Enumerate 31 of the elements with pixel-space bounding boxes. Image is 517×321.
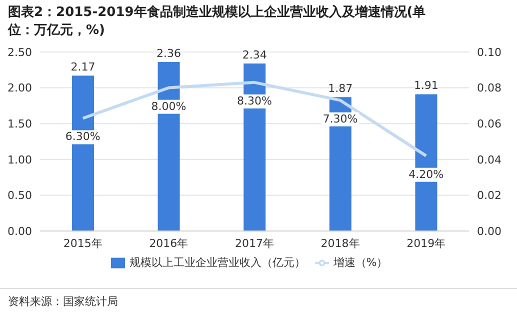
y-tick-label: 0.00 — [8, 224, 32, 238]
y2-tick-label: 0.02 — [477, 189, 502, 202]
y-tick-label: 1.00 — [8, 153, 32, 166]
legend-label: 规模以上工业企业营业收入（亿元） — [129, 256, 306, 269]
y-tick-label: 0.50 — [8, 189, 32, 202]
data-label: 7.30% — [322, 112, 358, 126]
y2-tick-label: 0.06 — [477, 118, 502, 131]
legend-label: 增速（%） — [333, 256, 388, 269]
data-label: 2.34 — [242, 48, 267, 62]
y2-tick-label: 0.04 — [477, 153, 502, 166]
data-label: 2.36 — [156, 47, 182, 60]
x-tick-label: 2016年 — [149, 236, 188, 250]
x-tick-label: 2017年 — [235, 236, 274, 250]
y-tick-label: 1.50 — [8, 118, 32, 131]
y-tick-label: 2.50 — [8, 46, 32, 59]
data-label: 4.20% — [408, 168, 444, 181]
y2-tick-label: 0.08 — [477, 82, 502, 95]
data-label: 6.30% — [65, 130, 100, 144]
data-label: 1.91 — [414, 79, 438, 92]
y2-tick-label: 0.00 — [477, 224, 502, 238]
data-label: 1.87 — [328, 82, 353, 96]
data-label: 2.17 — [70, 60, 96, 74]
y2-tick-label: 0.10 — [477, 46, 502, 59]
x-tick-label: 2019年 — [406, 236, 446, 250]
x-tick-label: 2018年 — [320, 236, 360, 250]
data-label: 8.30% — [237, 94, 272, 108]
text: 资料来源：国家统计局 — [8, 294, 118, 309]
x-tick-label: 2015年 — [63, 236, 102, 250]
y-tick-label: 2.00 — [8, 82, 32, 95]
chart-title: 图表2：2015-2019年食品制造业规模以上企业营业收入及增速情况(单位：万亿元，%) — [8, 4, 427, 40]
data-label: 8.00% — [151, 100, 186, 113]
